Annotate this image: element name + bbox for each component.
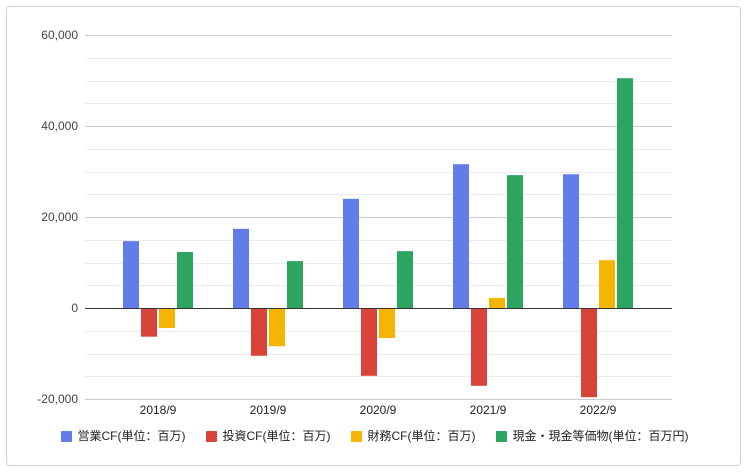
y-tick-label: 20,000 bbox=[41, 210, 78, 224]
bar-investing-cf-2022-9 bbox=[581, 308, 597, 398]
chart-frame bbox=[6, 6, 741, 466]
bar-operating-cf-2019-9 bbox=[233, 228, 249, 308]
legend-swatch-financing-cf bbox=[350, 430, 362, 442]
legend-swatch-operating-cf bbox=[60, 430, 72, 442]
bar-investing-cf-2018-9 bbox=[141, 308, 157, 337]
bar-financing-cf-2021-9 bbox=[489, 297, 505, 308]
x-axis: 2018/9 2019/9 2020/9 2021/9 2022/9 bbox=[140, 403, 617, 417]
x-tick-label: 2022/9 bbox=[580, 403, 617, 417]
bar-cash-equivalents-2021-9 bbox=[507, 175, 523, 308]
y-tick-label: 0 bbox=[71, 301, 78, 315]
y-tick-label: 40,000 bbox=[41, 119, 78, 133]
bar-financing-cf-2018-9 bbox=[159, 308, 175, 329]
bar-operating-cf-2022-9 bbox=[563, 174, 579, 308]
y-axis: 60,000 40,000 20,000 0 -20,000 bbox=[37, 28, 78, 406]
legend-item-investing-cf: 投資CF(単位：百万) bbox=[205, 428, 331, 444]
bar-investing-cf-2021-9 bbox=[471, 308, 487, 386]
legend-item-financing-cf: 財務CF(単位：百万) bbox=[350, 428, 476, 444]
y-tick-label: 60,000 bbox=[41, 28, 78, 42]
y-tick-label: -20,000 bbox=[37, 392, 78, 406]
bar-cash-equivalents-2022-9 bbox=[617, 78, 633, 308]
bars bbox=[123, 78, 633, 398]
bar-cash-equivalents-2018-9 bbox=[177, 252, 193, 308]
legend-swatch-investing-cf bbox=[205, 430, 217, 442]
bar-cash-equivalents-2020-9 bbox=[397, 251, 413, 308]
bar-cash-equivalents-2019-9 bbox=[287, 261, 303, 308]
bar-financing-cf-2019-9 bbox=[269, 308, 285, 347]
bar-operating-cf-2021-9 bbox=[453, 164, 469, 308]
bar-investing-cf-2019-9 bbox=[251, 308, 267, 356]
legend-label-investing-cf: 投資CF(単位：百万) bbox=[222, 429, 331, 443]
x-tick-label: 2021/9 bbox=[470, 403, 507, 417]
x-tick-label: 2020/9 bbox=[360, 403, 397, 417]
bar-investing-cf-2020-9 bbox=[361, 308, 377, 376]
bar-financing-cf-2022-9 bbox=[599, 260, 615, 308]
x-tick-label: 2019/9 bbox=[250, 403, 287, 417]
x-tick-label: 2018/9 bbox=[140, 403, 177, 417]
bar-operating-cf-2020-9 bbox=[343, 198, 359, 308]
legend-item-cash-equivalents: 現金・現金等価物(単位：百万円) bbox=[495, 428, 689, 444]
bar-operating-cf-2018-9 bbox=[123, 241, 139, 308]
bar-financing-cf-2020-9 bbox=[379, 308, 395, 339]
legend: 営業CF(単位：百万) 投資CF(単位：百万) 財務CF(単位：百万) 現金・現… bbox=[0, 428, 749, 444]
legend-label-cash-equivalents: 現金・現金等価物(単位：百万円) bbox=[512, 429, 689, 443]
legend-label-operating-cf: 営業CF(単位：百万) bbox=[77, 429, 186, 443]
legend-label-financing-cf: 財務CF(単位：百万) bbox=[367, 429, 476, 443]
legend-item-operating-cf: 営業CF(単位：百万) bbox=[60, 428, 186, 444]
legend-swatch-cash-equivalents bbox=[495, 430, 507, 442]
